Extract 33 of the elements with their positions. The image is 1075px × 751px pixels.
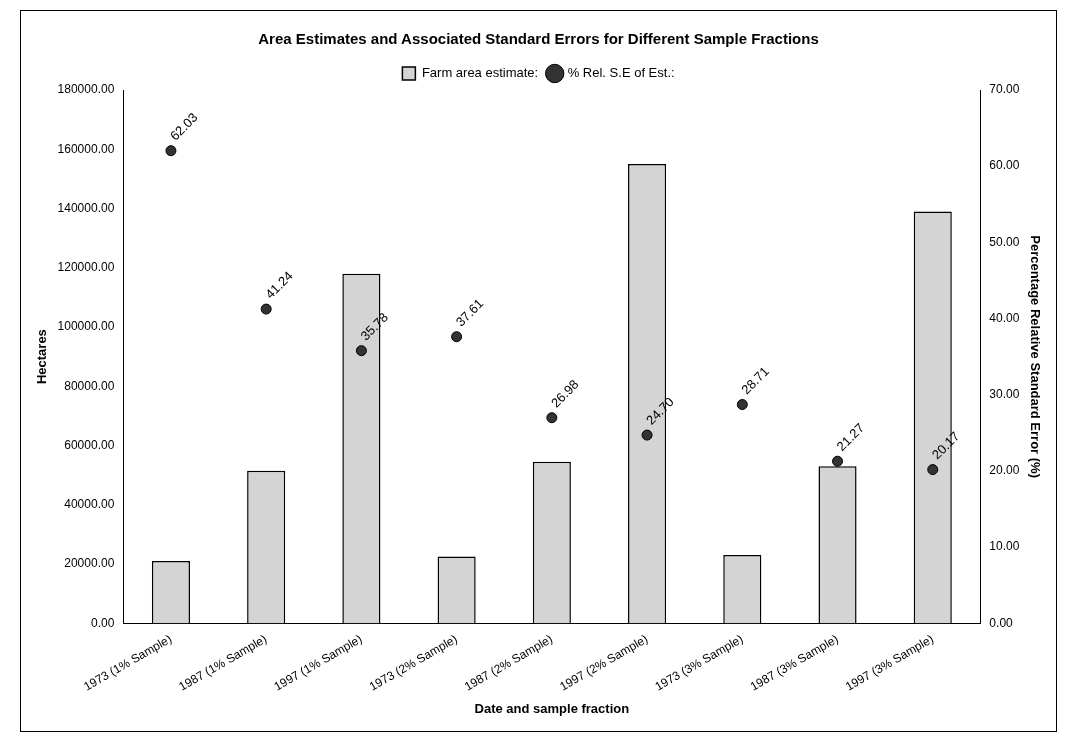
y2-tick-label: 70.00 — [989, 82, 1020, 97]
y2-tick-label: 20.00 — [989, 463, 1020, 478]
y-tick-label: 100000.00 — [57, 319, 115, 334]
y-tick-label: 20000.00 — [64, 556, 115, 571]
legend-label: % Rel. S.E of Est.: — [567, 65, 675, 81]
y-tick-label: 140000.00 — [57, 200, 115, 215]
y-tick-label: 120000.00 — [57, 260, 115, 275]
y-tick-label: 60000.00 — [64, 437, 115, 452]
y-tick-label: 0.00 — [90, 615, 115, 630]
y2-tick-label: 0.00 — [989, 615, 1014, 630]
y-tick-label: 160000.00 — [57, 141, 115, 156]
y2-tick-label: 50.00 — [989, 234, 1020, 249]
point — [927, 464, 939, 476]
point — [260, 303, 272, 315]
point — [546, 412, 558, 424]
point — [451, 331, 463, 343]
y2-tick-label: 30.00 — [989, 387, 1020, 402]
x-axis-title: Date and sample fraction — [474, 700, 630, 716]
y2-tick-label: 60.00 — [989, 158, 1020, 173]
point — [832, 455, 844, 467]
point — [355, 345, 367, 357]
y-tick-label: 180000.00 — [57, 82, 115, 97]
point — [736, 399, 748, 411]
y-axis-title: Hectares — [34, 329, 50, 385]
point — [641, 429, 653, 441]
y-tick-label: 80000.00 — [64, 378, 115, 393]
y-tick-label: 40000.00 — [64, 497, 115, 512]
y2-tick-label: 40.00 — [989, 310, 1020, 325]
point — [165, 145, 177, 157]
legend-label: Farm area estimate: — [421, 65, 539, 81]
y2-tick-label: 10.00 — [989, 539, 1020, 554]
chart-title: Area Estimates and Associated Standard Errors for Different Sample Fractions — [258, 30, 819, 48]
y2-axis-title: Percentage Relative Standard Error (%) — [1027, 235, 1043, 478]
